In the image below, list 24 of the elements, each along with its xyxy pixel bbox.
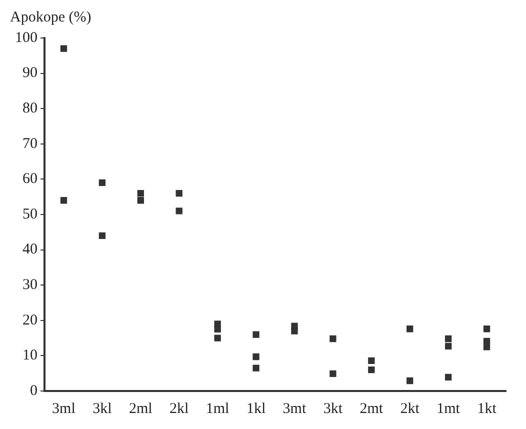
y-tick-label: 30 xyxy=(22,277,38,294)
x-tick-label: 1mt xyxy=(436,400,461,417)
x-tick-label: 1kl xyxy=(246,400,266,417)
x-tick-label: 1ml xyxy=(206,400,230,417)
y-tick-label: 100 xyxy=(15,30,38,46)
x-tick-label: 3kl xyxy=(92,400,112,417)
y-tick-label: 70 xyxy=(22,136,38,152)
y-tick-label: 90 xyxy=(22,65,38,82)
x-tick-label: 2kt xyxy=(400,400,420,417)
x-tick-label: 3ml xyxy=(52,400,76,417)
y-tick-label: 0 xyxy=(30,382,38,399)
y-tick-label: 20 xyxy=(22,312,38,328)
x-tick-label: 2kl xyxy=(170,400,189,417)
y-tick-label: 10 xyxy=(22,348,38,364)
y-tick-label: 80 xyxy=(22,100,38,117)
y-tick-label: 50 xyxy=(22,206,38,222)
x-tick-label: 1kt xyxy=(477,400,498,417)
x-tick-label: 3mt xyxy=(282,400,307,417)
y-tick-label: 40 xyxy=(22,242,38,258)
y-axis-title: Apokope (%) xyxy=(10,9,92,26)
x-tick-label: 3kt xyxy=(323,400,344,417)
x-tick-label: 2ml xyxy=(128,400,152,417)
y-tick-label: 60 xyxy=(22,171,38,188)
x-tick-label: 2mt xyxy=(360,400,384,417)
